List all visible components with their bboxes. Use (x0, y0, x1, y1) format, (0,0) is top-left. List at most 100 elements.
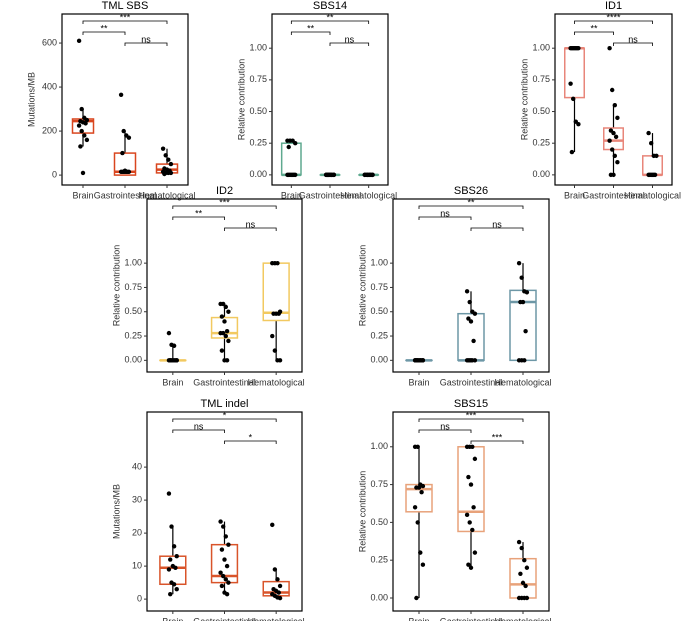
point (84, 117, 90, 123)
significance-label: ** (307, 23, 315, 33)
point (607, 46, 612, 51)
point (523, 328, 528, 334)
point (293, 141, 298, 146)
point (79, 128, 84, 134)
point (568, 81, 573, 86)
significance-bracket (574, 20, 653, 24)
point (122, 169, 128, 174)
point (270, 522, 275, 528)
y-tick-label: 0.00 (124, 355, 142, 365)
significance-label: ** (326, 12, 334, 22)
y-tick-label: 0.00 (370, 355, 388, 365)
y-tick-label: 200 (42, 125, 57, 135)
point (174, 587, 179, 592)
point (224, 358, 230, 363)
chart-title: ID1 (605, 0, 622, 12)
y-tick-label: 0.50 (370, 517, 388, 527)
point (275, 260, 280, 266)
point (223, 577, 228, 582)
point (420, 358, 426, 363)
point (120, 150, 125, 156)
y-tick-label: 0.00 (370, 592, 388, 602)
point (171, 343, 177, 348)
point (171, 582, 177, 587)
significance-bracket (613, 42, 653, 46)
significance-label: *** (219, 197, 230, 207)
point (519, 545, 524, 551)
point (569, 149, 575, 155)
point (472, 550, 478, 555)
significance-label: **** (606, 12, 621, 22)
y-axis-label: Relative contribution (111, 245, 121, 327)
significance-label: ns (194, 421, 204, 431)
x-tick-label: Brain (162, 616, 183, 621)
point (270, 333, 275, 339)
point (219, 348, 225, 353)
y-tick-label: 0.25 (124, 330, 142, 340)
point (327, 172, 333, 178)
point (646, 130, 651, 136)
y-tick-label: 0.25 (370, 555, 388, 565)
x-tick-label: Hematological (248, 616, 305, 621)
y-tick-label: 600 (42, 37, 57, 47)
point (466, 562, 471, 567)
significance-label: ns (246, 219, 256, 229)
point (649, 141, 654, 146)
point (226, 338, 231, 344)
x-tick-label: Hematological (494, 616, 551, 621)
y-tick-label: 0.50 (532, 106, 550, 116)
chart-title: ID2 (216, 185, 233, 197)
point (414, 358, 419, 363)
point (126, 135, 132, 140)
significance-label: ** (590, 23, 598, 33)
point (468, 319, 474, 324)
significance-bracket (172, 429, 225, 433)
point (472, 311, 478, 316)
point (610, 87, 615, 93)
point (226, 542, 231, 547)
point (219, 314, 225, 319)
y-tick-label: 0.75 (124, 282, 142, 292)
box (159, 555, 187, 586)
significance-bracket (418, 418, 524, 422)
point (615, 160, 620, 165)
point (118, 92, 124, 97)
significance-bracket (290, 31, 331, 35)
point (468, 358, 474, 363)
box (280, 142, 302, 176)
point (168, 161, 174, 167)
significance-label: * (249, 432, 253, 442)
y-axis-label: Relative contribution (236, 59, 246, 141)
point (174, 554, 179, 559)
x-tick-label: Hematological (494, 377, 551, 387)
box (210, 316, 239, 339)
point (471, 338, 476, 344)
y-tick-label: 0.50 (124, 306, 142, 316)
x-tick-label: Gastrointestinal (94, 190, 157, 200)
point (222, 557, 227, 562)
significance-label: ns (492, 219, 502, 229)
x-tick-label: Hematological (340, 190, 397, 200)
significance-bracket (418, 429, 472, 433)
point (612, 103, 617, 108)
point (277, 583, 283, 589)
point (218, 570, 223, 575)
point (370, 172, 375, 178)
point (613, 134, 619, 140)
point (464, 512, 470, 518)
point (166, 491, 172, 496)
significance-label: ns (345, 34, 355, 44)
point (466, 316, 471, 321)
point (414, 595, 419, 601)
point (121, 128, 126, 134)
plot-frame (392, 198, 550, 373)
significance-label: ns (440, 208, 450, 218)
point (518, 571, 523, 577)
y-tick-label: 0.00 (249, 169, 267, 179)
point (126, 169, 132, 174)
y-tick-label: 1.00 (249, 43, 267, 53)
point (168, 358, 173, 363)
point (420, 483, 426, 489)
y-tick-label: 0 (137, 593, 142, 603)
box (113, 152, 137, 176)
